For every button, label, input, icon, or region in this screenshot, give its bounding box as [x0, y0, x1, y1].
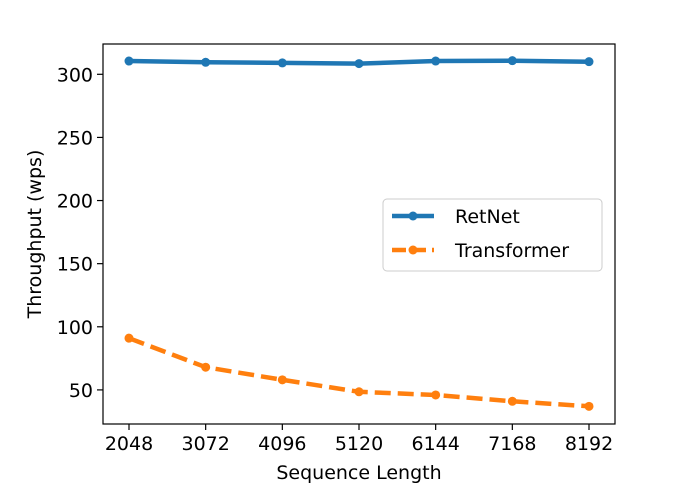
data-point-retnet-5120	[354, 59, 364, 69]
y-tick-label-50: 50	[69, 380, 93, 402]
data-point-retnet-7168	[507, 56, 517, 66]
data-point-transformer-2048	[124, 333, 134, 343]
series-retnet	[124, 56, 594, 69]
data-point-retnet-3072	[201, 57, 211, 67]
data-point-transformer-5120	[354, 387, 364, 397]
y-axis-label: Throughput (wps)	[24, 150, 46, 320]
x-tick-label-7168: 7168	[488, 433, 536, 455]
data-point-retnet-6144	[431, 56, 441, 66]
legend-frame	[382, 198, 603, 272]
y-tick-label-200: 200	[57, 191, 93, 213]
data-point-transformer-4096	[277, 375, 287, 385]
series-transformer	[124, 333, 594, 411]
data-point-retnet-2048	[124, 56, 134, 66]
x-axis-label: Sequence Length	[276, 462, 441, 484]
y-tick-label-100: 100	[57, 317, 93, 339]
x-tick-label-4096: 4096	[258, 433, 306, 455]
y-tick-label-250: 250	[57, 127, 93, 149]
x-tick-label-3072: 3072	[181, 433, 229, 455]
x-tick-label-6144: 6144	[411, 433, 459, 455]
data-point-transformer-6144	[431, 390, 441, 400]
data-point-transformer-3072	[201, 362, 211, 372]
legend-marker-retnet	[408, 211, 418, 221]
data-point-retnet-8192	[584, 57, 594, 67]
series-layer	[124, 56, 594, 411]
data-point-transformer-7168	[507, 396, 517, 406]
y-axis: 50 100 150 200 250 300	[57, 64, 103, 402]
legend-marker-transformer	[408, 245, 418, 255]
x-tick-label-2048: 2048	[105, 433, 153, 455]
legend-label-retnet: RetNet	[455, 206, 520, 228]
x-tick-label-8192: 8192	[565, 433, 613, 455]
y-tick-label-300: 300	[57, 64, 93, 86]
x-axis: 2048 3072 4096 5120 6144 7168 8192	[105, 424, 613, 455]
legend-label-transformer: Transformer	[454, 240, 569, 262]
legend: RetNet Transformer	[382, 198, 603, 272]
x-tick-label-5120: 5120	[335, 433, 383, 455]
y-tick-label-150: 150	[57, 254, 93, 276]
data-point-retnet-4096	[277, 58, 287, 68]
data-point-transformer-8192	[584, 401, 594, 411]
